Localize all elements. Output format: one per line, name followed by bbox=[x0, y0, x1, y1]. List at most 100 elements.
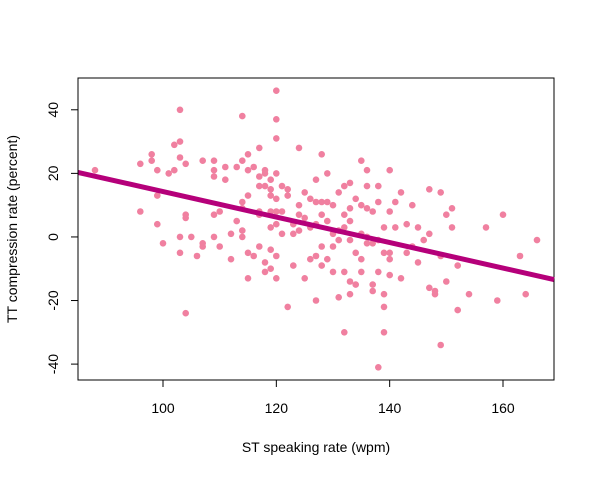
data-point bbox=[375, 198, 382, 206]
data-point bbox=[239, 112, 246, 120]
data-point bbox=[250, 163, 257, 171]
data-point bbox=[307, 195, 314, 203]
data-point bbox=[516, 252, 524, 260]
data-point bbox=[341, 182, 348, 190]
data-point bbox=[448, 205, 456, 212]
data-point bbox=[154, 220, 161, 228]
data-point bbox=[295, 211, 303, 218]
data-point bbox=[363, 182, 371, 190]
data-point bbox=[358, 268, 365, 276]
data-point bbox=[318, 198, 326, 206]
data-point bbox=[448, 224, 456, 231]
data-point bbox=[324, 217, 331, 225]
data-point bbox=[420, 236, 428, 244]
data-point bbox=[335, 189, 343, 196]
data-point bbox=[386, 271, 394, 279]
data-point bbox=[522, 290, 529, 298]
x-tick-label: 140 bbox=[378, 400, 402, 416]
data-point bbox=[233, 217, 240, 225]
data-point bbox=[222, 163, 229, 171]
data-point bbox=[244, 151, 252, 158]
y-tick-label: -40 bbox=[45, 354, 61, 374]
data-point bbox=[397, 275, 405, 282]
data-point bbox=[431, 290, 439, 298]
data-point bbox=[386, 208, 394, 215]
data-point bbox=[137, 160, 144, 168]
data-point bbox=[426, 230, 433, 238]
data-point bbox=[341, 329, 348, 336]
y-tick-label: 0 bbox=[45, 233, 61, 241]
data-point bbox=[307, 255, 314, 263]
data-point bbox=[312, 176, 320, 183]
data-point bbox=[239, 233, 246, 241]
data-point bbox=[437, 189, 445, 196]
data-point bbox=[380, 290, 388, 298]
data-point bbox=[261, 170, 269, 177]
y-axis-title: TT compression rate (percent) bbox=[4, 135, 20, 323]
data-point bbox=[295, 201, 303, 209]
y-tick-label: 20 bbox=[45, 165, 61, 181]
data-point bbox=[176, 249, 184, 257]
data-point bbox=[341, 211, 348, 218]
data-point bbox=[176, 154, 184, 161]
data-point bbox=[352, 249, 360, 257]
data-point bbox=[216, 208, 223, 215]
data-point bbox=[171, 166, 178, 174]
data-point bbox=[250, 252, 257, 260]
data-point bbox=[454, 306, 462, 314]
data-point bbox=[312, 198, 320, 206]
data-point bbox=[295, 144, 303, 152]
data-point bbox=[380, 329, 388, 336]
data-point bbox=[290, 262, 297, 269]
data-point bbox=[171, 141, 178, 149]
data-point bbox=[363, 166, 371, 174]
data-point bbox=[409, 201, 416, 209]
data-point bbox=[465, 290, 473, 298]
data-point bbox=[335, 294, 343, 301]
data-point bbox=[290, 230, 297, 238]
data-point bbox=[414, 224, 422, 231]
plot-area bbox=[77, 77, 555, 381]
data-point bbox=[210, 166, 218, 174]
data-point bbox=[239, 157, 246, 164]
data-point bbox=[426, 186, 433, 193]
data-point bbox=[267, 176, 275, 183]
data-point bbox=[154, 166, 161, 174]
data-point bbox=[499, 211, 507, 218]
data-point bbox=[284, 303, 292, 311]
data-point bbox=[363, 240, 371, 247]
x-axis-title: ST speaking rate (wpm) bbox=[242, 439, 390, 455]
data-point bbox=[392, 224, 399, 231]
data-point bbox=[278, 182, 286, 190]
data-point bbox=[369, 281, 377, 288]
data-point bbox=[380, 224, 388, 231]
data-point bbox=[318, 151, 326, 158]
data-point bbox=[295, 227, 303, 234]
data-point bbox=[199, 157, 206, 164]
data-point bbox=[261, 259, 269, 266]
data-point bbox=[397, 189, 405, 196]
data-point bbox=[352, 195, 360, 203]
data-point bbox=[210, 173, 218, 180]
data-point bbox=[403, 220, 411, 228]
data-point bbox=[312, 297, 320, 304]
data-point bbox=[210, 211, 218, 218]
data-point bbox=[255, 173, 263, 180]
data-point bbox=[255, 144, 263, 152]
data-point bbox=[261, 182, 269, 190]
data-point bbox=[312, 252, 320, 260]
data-point bbox=[182, 214, 189, 222]
data-point bbox=[176, 106, 184, 114]
data-point bbox=[159, 240, 167, 247]
data-point bbox=[267, 186, 275, 193]
data-point bbox=[284, 186, 292, 193]
data-point bbox=[273, 252, 280, 260]
data-point bbox=[380, 303, 388, 311]
data-point bbox=[199, 243, 206, 250]
points-layer bbox=[91, 87, 541, 371]
data-point bbox=[273, 87, 280, 94]
data-point bbox=[244, 275, 252, 282]
data-point bbox=[437, 341, 445, 349]
data-point bbox=[148, 157, 155, 164]
data-point bbox=[341, 224, 348, 231]
